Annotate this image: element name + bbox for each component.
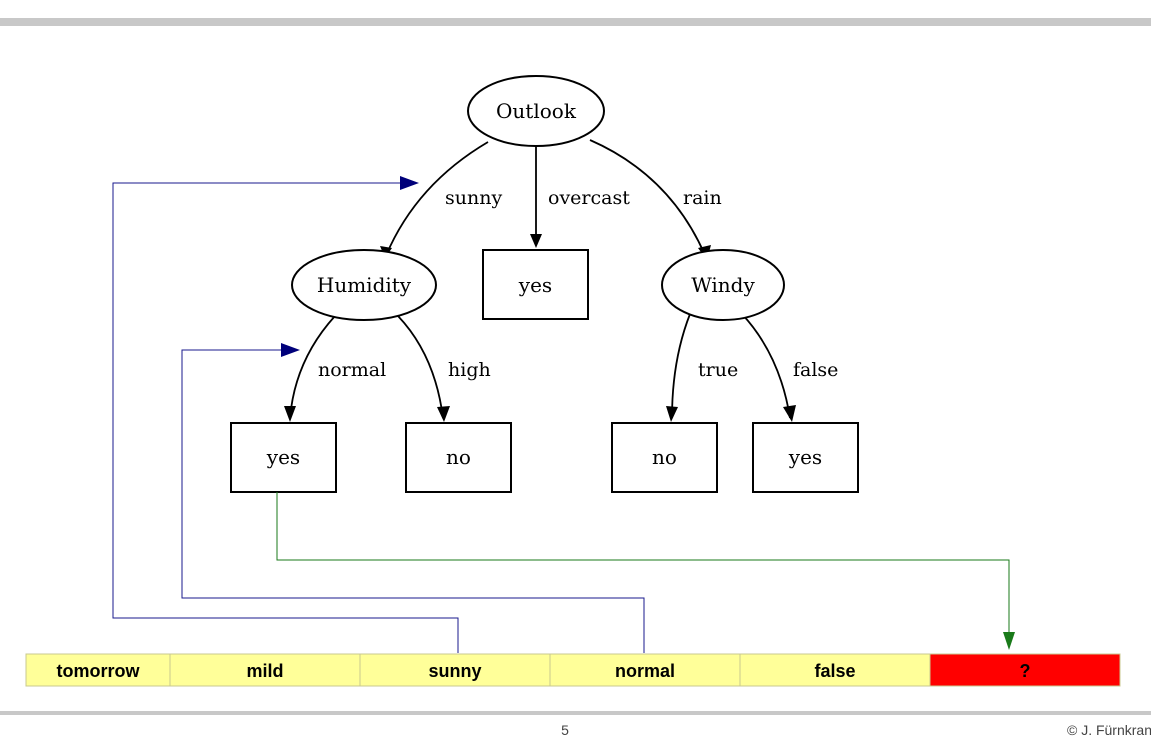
leaf-overcast-yes-label: yes xyxy=(518,273,552,297)
arrowhead-true xyxy=(666,406,678,422)
leaf-normal-yes xyxy=(230,422,337,493)
top-rule xyxy=(0,18,1151,26)
bottom-rule xyxy=(0,711,1151,715)
trace-arrowhead-humidity xyxy=(281,343,300,357)
leaf-high-no xyxy=(405,422,512,493)
page-number: 5 xyxy=(561,722,569,738)
arrowhead-normal xyxy=(284,406,296,422)
leaf-high-no-label: no xyxy=(446,445,471,469)
result-arrowhead xyxy=(1003,632,1015,650)
edge-label-overcast: overcast xyxy=(548,187,630,209)
node-outlook-label: Outlook xyxy=(496,99,577,123)
trace-arrowhead-outlook xyxy=(400,176,419,190)
leaf-false-yes-label: yes xyxy=(788,445,822,469)
example-cell-bg-3 xyxy=(549,653,741,687)
edge-label-rain: rain xyxy=(683,187,722,209)
edge-label-true: true xyxy=(698,359,738,381)
edge-humidity-no xyxy=(397,315,444,419)
example-row: tomorrow mild sunny normal false ? xyxy=(25,653,1121,687)
arrowhead-high xyxy=(437,406,450,422)
example-cell-normal: normal xyxy=(615,661,675,681)
example-cell-tomorrow: tomorrow xyxy=(57,661,141,681)
edge-windy-yes xyxy=(741,313,791,419)
edge-label-normal: normal xyxy=(318,359,386,381)
edge-label-high: high xyxy=(448,359,491,381)
leaf-false-yes xyxy=(752,422,859,493)
leaf-true-no-label: no xyxy=(652,445,677,469)
copyright-notice: © J. Fürnkranz xyxy=(1066,722,1151,738)
node-outlook xyxy=(467,75,605,147)
node-humidity xyxy=(291,249,437,321)
node-windy-label: Windy xyxy=(691,273,755,297)
example-cell-mild: mild xyxy=(246,661,283,681)
arrowhead-false xyxy=(783,405,796,422)
example-cell-bg-1 xyxy=(169,653,361,687)
edge-windy-no xyxy=(671,313,691,419)
trace-path-humidity xyxy=(181,349,645,653)
edge-label-sunny: sunny xyxy=(445,187,502,209)
example-cell-bg-5 xyxy=(929,653,1121,687)
example-cell-unknown: ? xyxy=(1020,661,1031,681)
edge-label-false: false xyxy=(793,359,838,381)
trace-path-outlook xyxy=(112,182,459,653)
node-windy xyxy=(661,249,785,321)
example-cell-bg-4 xyxy=(739,653,931,687)
example-cell-false: false xyxy=(814,661,855,681)
edge-humidity-yes xyxy=(289,315,336,419)
example-cell-sunny: sunny xyxy=(428,661,481,681)
edge-outlook-humidity xyxy=(384,141,489,259)
leaf-overcast-yes xyxy=(482,249,589,320)
leaf-true-no xyxy=(611,422,718,493)
result-path xyxy=(276,492,1010,638)
edge-outlook-windy xyxy=(589,139,706,256)
arrowhead-overcast xyxy=(530,234,542,248)
node-humidity-label: Humidity xyxy=(317,273,412,297)
leaf-normal-yes-label: yes xyxy=(266,445,300,469)
